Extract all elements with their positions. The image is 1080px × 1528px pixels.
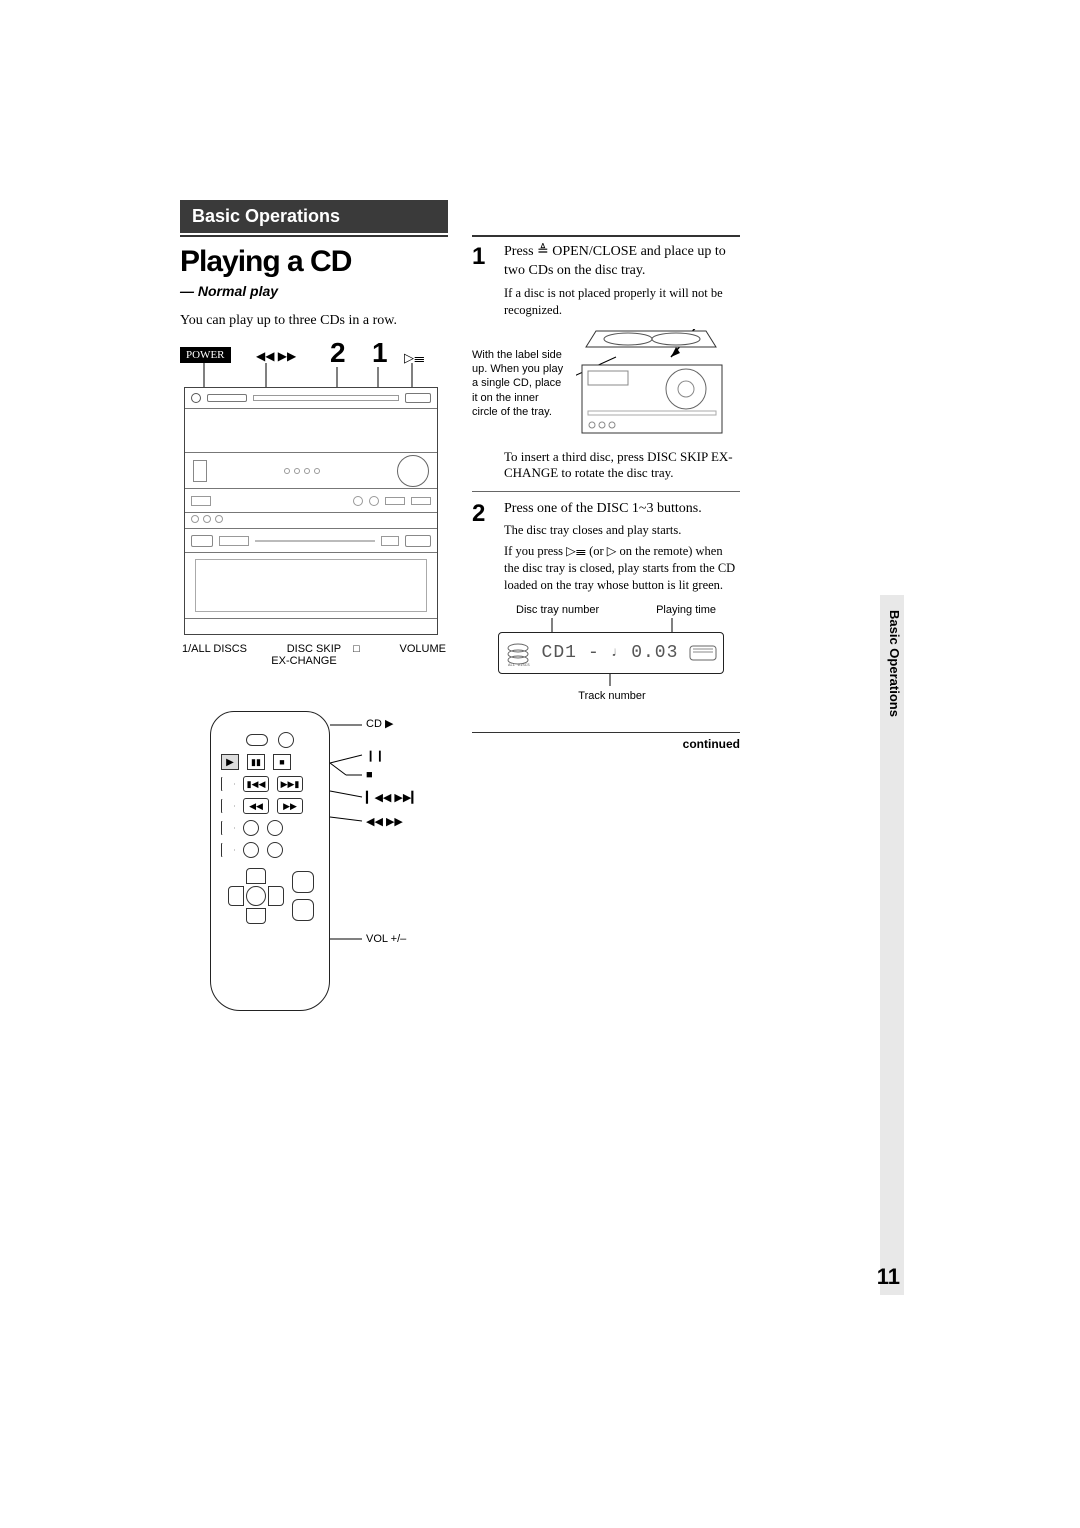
next-icon: ▶▶▮ — [277, 776, 303, 792]
cd-play-icon: ▶ — [221, 754, 239, 770]
step-1-number: 1 — [472, 243, 492, 319]
lcd-cd-value: CD1 — [542, 643, 577, 663]
disc-stack-icon: ALL DISCS — [505, 640, 531, 666]
device-bottom-labels: 1/ALL DISCS DISC SKIP □ VOLUME EX-CHANGE — [180, 643, 448, 667]
device-figure: POWER ◀◀ ▶▶ 2 1 ▷𝍢 — [180, 343, 448, 693]
step-2-sub1: The disc tray closes and play starts. — [504, 522, 740, 539]
tray-label: With the label side up. When you play a … — [472, 348, 566, 419]
callout-cd-play: CD ▶ — [366, 717, 393, 730]
lcd-dash: - — [588, 643, 600, 663]
vol-down-button — [292, 899, 314, 921]
title-rule — [180, 235, 448, 237]
remote-btn — [243, 820, 259, 836]
display-figure: Disc tray number Playing time ALL DISCS — [498, 604, 726, 702]
label-all-discs: 1/ALL DISCS — [182, 643, 247, 655]
pause-icon: ▮▮ — [247, 754, 265, 770]
remote-btn — [278, 732, 294, 748]
step-1-note: If a disc is not placed properly it will… — [504, 285, 740, 319]
remote-btn — [267, 820, 283, 836]
step-2-sub2: If you press ▷𝍢 (or ▷ on the remote) whe… — [504, 543, 740, 594]
page-content: Basic Operations Playing a CD — Normal p… — [180, 200, 900, 1023]
play-icon — [221, 843, 235, 857]
step-2-number: 2 — [472, 500, 492, 594]
callout-prev-next: ▎◀◀ ▶▶▎ — [366, 791, 420, 804]
step-1: 1 Press ≜ OPEN/CLOSE and place up to two… — [472, 243, 740, 319]
stop-icon: ■ — [273, 754, 291, 770]
section-header: Basic Operations — [180, 200, 448, 233]
stop-icon: □ — [353, 643, 360, 655]
label-disc-tray-number: Disc tray number — [516, 604, 599, 616]
step-1-text: Press ≜ OPEN/CLOSE and place up to two C… — [504, 243, 740, 281]
remote-body: ▶ ▮▮ ■ ▮◀◀ ▶▶▮ ◀◀ ▶▶ — [210, 711, 330, 1011]
fwd-icon: ▶▶ — [277, 798, 303, 814]
remote-btn — [243, 842, 259, 858]
svg-text:ALL DISCS: ALL DISCS — [508, 664, 530, 666]
step-2-text: Press one of the DISC 1~3 buttons. — [504, 500, 740, 519]
rev-icon: ◀◀ — [243, 798, 269, 814]
label-track-number: Track number — [498, 690, 726, 702]
remote-btn — [267, 842, 283, 858]
label-disc-skip: DISC SKIP — [287, 643, 341, 655]
play-icon — [221, 777, 235, 791]
page-title: Playing a CD — [180, 245, 448, 279]
label-playing-time: Playing time — [656, 604, 716, 616]
continued-label: continued — [472, 732, 740, 751]
display-leader-top — [498, 618, 724, 632]
callout-rev-fwd: ◀◀ ▶▶ — [366, 815, 403, 828]
step-2: 2 Press one of the DISC 1~3 buttons. The… — [472, 500, 740, 594]
tray-figure: With the label side up. When you play a … — [472, 329, 740, 439]
display-leader-bottom — [498, 674, 724, 686]
remote-figure: ▶ ▮▮ ■ ▮◀◀ ▶▶▮ ◀◀ ▶▶ — [180, 703, 448, 1023]
play-icon — [221, 821, 235, 835]
tape-icon — [689, 643, 717, 663]
remote-btn — [246, 734, 268, 746]
callout-vol: VOL +/– — [366, 933, 406, 945]
intro-text: You can play up to three CDs in a row. — [180, 313, 448, 329]
label-ex-change: EX-CHANGE — [271, 655, 336, 667]
vol-up-button — [292, 871, 314, 893]
right-column: 1 Press ≜ OPEN/CLOSE and place up to two… — [472, 235, 740, 1023]
label-volume: VOLUME — [400, 643, 446, 655]
play-icon — [221, 799, 235, 813]
callout-stop: ■ — [366, 769, 373, 781]
tray-illustration — [576, 329, 726, 439]
lcd-time-value: 0.03 — [631, 643, 678, 663]
page-number: 11 — [877, 1264, 900, 1290]
left-column: Playing a CD — Normal play You can play … — [180, 235, 448, 1023]
callout-pause: ❙❙ — [366, 749, 384, 762]
device-body — [184, 387, 438, 635]
lcd-track-icon: ♩ — [611, 645, 620, 661]
step-1-insert-text: To insert a third disc, press DISC SKIP … — [504, 449, 740, 481]
step-divider — [472, 491, 740, 492]
prev-icon: ▮◀◀ — [243, 776, 269, 792]
lcd-display: ALL DISCS CD1 - ♩ 0.03 — [498, 632, 724, 674]
page-subtitle: — Normal play — [180, 283, 448, 299]
